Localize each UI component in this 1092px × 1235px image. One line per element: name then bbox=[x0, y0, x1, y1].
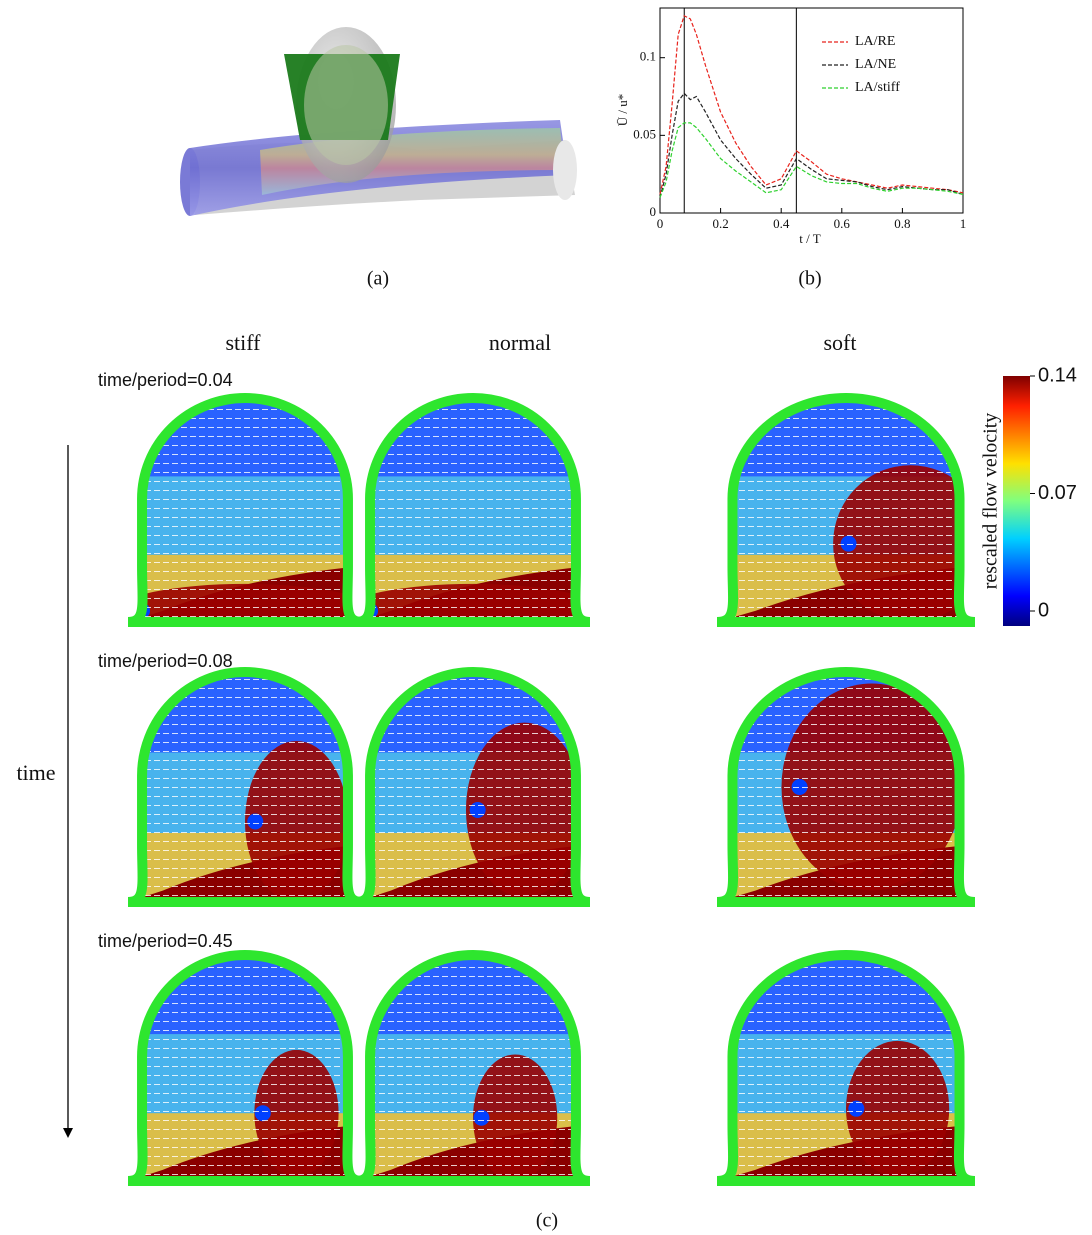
vessel-wall bbox=[355, 950, 591, 1186]
x-tick-label: 0 bbox=[657, 216, 664, 231]
time-label: time bbox=[16, 760, 55, 785]
flow-field bbox=[127, 667, 363, 907]
vessel-wall bbox=[127, 393, 363, 627]
legend-label: LA/RE bbox=[855, 34, 895, 49]
x-tick-label: 0.4 bbox=[773, 216, 790, 231]
colorbar-tick-label: 0.07 bbox=[1038, 482, 1077, 504]
column-label: normal bbox=[489, 330, 551, 355]
y-tick-label: 0 bbox=[650, 204, 657, 219]
column-label: soft bbox=[824, 330, 857, 355]
vessel-wall bbox=[127, 950, 363, 1186]
flow-field bbox=[127, 950, 363, 1186]
x-tick-label: 0.6 bbox=[834, 216, 851, 231]
vessel-wall bbox=[355, 667, 591, 907]
plot-frame bbox=[659, 7, 964, 214]
legend-label: LA/stiff bbox=[855, 80, 900, 95]
flow-field bbox=[355, 950, 591, 1186]
panel-label: (b) bbox=[798, 268, 821, 290]
colorbar-label: rescaled flow velocity bbox=[980, 413, 1002, 590]
flow-field bbox=[127, 393, 363, 627]
row-label: time/period=0.08 bbox=[98, 651, 233, 671]
y-tick-label: 0.1 bbox=[640, 49, 656, 64]
x-tick-label: 1 bbox=[960, 216, 967, 231]
row-label: time/period=0.04 bbox=[98, 370, 233, 390]
y-axis-label: Ū / u* bbox=[615, 94, 630, 127]
panel-label: (c) bbox=[536, 1210, 558, 1232]
x-tick-label: 0.8 bbox=[894, 216, 910, 231]
row-label: time/period=0.45 bbox=[98, 931, 233, 951]
colorbar-tick-label: 0 bbox=[1038, 599, 1049, 621]
y-tick-label: 0.05 bbox=[633, 126, 656, 141]
flow-field bbox=[355, 667, 591, 907]
vessel-wall bbox=[127, 667, 363, 907]
flow-field bbox=[355, 393, 591, 627]
column-label: stiff bbox=[225, 330, 261, 355]
flow-content bbox=[128, 398, 362, 622]
vessel-wall bbox=[716, 393, 976, 627]
vessel-rendering bbox=[180, 27, 577, 216]
vessel-wall bbox=[716, 950, 976, 1186]
line-series bbox=[659, 92, 964, 198]
panel-label: (a) bbox=[367, 268, 389, 290]
time-arrow-head bbox=[63, 1128, 73, 1138]
x-tick-label: 0.2 bbox=[712, 216, 728, 231]
colorbar bbox=[1003, 376, 1030, 626]
line-series bbox=[659, 14, 964, 195]
flow-field bbox=[716, 393, 976, 627]
flow-field bbox=[716, 950, 976, 1186]
legend-label: LA/NE bbox=[855, 57, 896, 72]
flow-content bbox=[356, 398, 590, 622]
vessel-wall bbox=[716, 667, 976, 907]
vessel-wall bbox=[355, 393, 591, 627]
x-axis-label: t / T bbox=[799, 231, 820, 246]
flow-field bbox=[716, 667, 976, 907]
line-series bbox=[659, 122, 964, 198]
colorbar-tick-label: 0.14 bbox=[1038, 364, 1077, 386]
